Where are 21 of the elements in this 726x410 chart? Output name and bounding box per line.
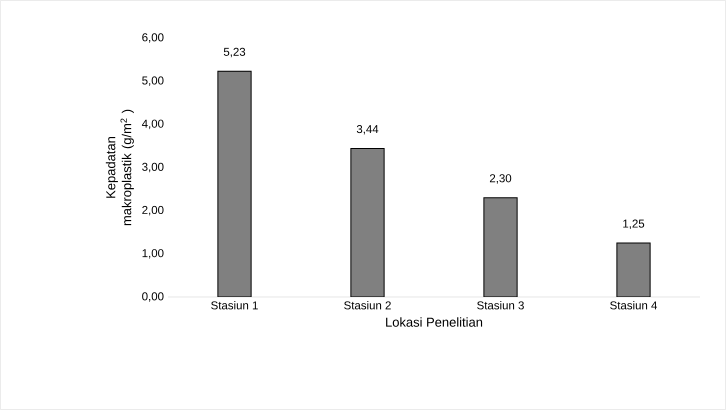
data-label: 1,25	[623, 220, 644, 230]
y-tick-label: 5,00	[142, 76, 164, 86]
y-tick-label: 0,00	[142, 292, 164, 302]
x-tick-label: Stasiun 4	[610, 301, 658, 310]
y-tick-label: 3,00	[142, 162, 164, 172]
y-tick-label: 1,00	[142, 249, 164, 259]
data-label: 2,30	[490, 174, 512, 184]
x-tick-label: Stasiun 3	[477, 301, 524, 310]
y-axis-title: Kepadatan makroplastik (g/m$^{2}$ )	[106, 110, 134, 226]
y-tick-label: 6,00	[142, 33, 164, 43]
bar	[616, 242, 651, 297]
bar	[350, 148, 385, 297]
data-label: 5,23	[224, 48, 246, 58]
bar	[217, 70, 252, 297]
data-label: 3,44	[356, 125, 378, 134]
y-tick-label: 4,00	[142, 120, 164, 130]
x-tick-label: Stasiun 1	[211, 301, 258, 310]
x-tick-label: Stasiun 2	[344, 301, 391, 310]
x-axis-title: Lokasi Penelitian	[386, 317, 482, 327]
bar	[483, 197, 518, 297]
y-tick-label: 2,00	[142, 206, 164, 216]
